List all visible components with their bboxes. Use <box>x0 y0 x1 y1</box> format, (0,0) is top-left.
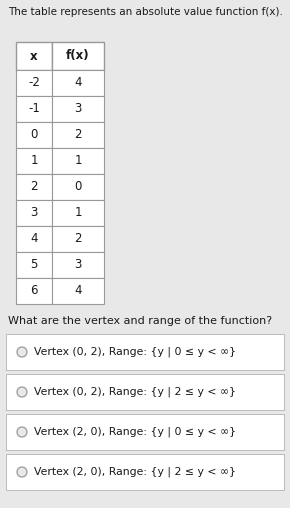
Bar <box>52 200 104 226</box>
Bar <box>52 252 104 278</box>
Circle shape <box>17 467 27 477</box>
Bar <box>16 122 52 148</box>
Text: Vertex (0, 2), Range: {y | 2 ≤ y < ∞}: Vertex (0, 2), Range: {y | 2 ≤ y < ∞} <box>34 387 236 397</box>
Text: 1: 1 <box>74 206 82 219</box>
Bar <box>16 96 52 122</box>
Circle shape <box>17 347 27 357</box>
Text: 3: 3 <box>74 259 82 271</box>
Bar <box>52 70 104 96</box>
Text: 2: 2 <box>74 129 82 142</box>
Text: -1: -1 <box>28 103 40 115</box>
Circle shape <box>17 387 27 397</box>
Bar <box>6 414 284 450</box>
Bar <box>16 200 52 226</box>
Text: 3: 3 <box>30 206 38 219</box>
Bar <box>52 174 104 200</box>
Bar <box>16 42 52 70</box>
Text: 2: 2 <box>30 180 38 194</box>
Text: Vertex (0, 2), Range: {y | 0 ≤ y < ∞}: Vertex (0, 2), Range: {y | 0 ≤ y < ∞} <box>34 347 236 357</box>
Text: 4: 4 <box>74 77 82 89</box>
Text: The table represents an absolute value function f(x).: The table represents an absolute value f… <box>8 7 283 17</box>
Bar <box>52 96 104 122</box>
Text: 5: 5 <box>30 259 38 271</box>
Bar <box>16 226 52 252</box>
Bar <box>16 70 52 96</box>
Text: 0: 0 <box>74 180 82 194</box>
Bar <box>16 252 52 278</box>
Bar <box>52 42 104 70</box>
Text: Vertex (2, 0), Range: {y | 2 ≤ y < ∞}: Vertex (2, 0), Range: {y | 2 ≤ y < ∞} <box>34 467 236 477</box>
Text: 4: 4 <box>30 233 38 245</box>
Bar <box>52 148 104 174</box>
Bar <box>52 226 104 252</box>
Text: 3: 3 <box>74 103 82 115</box>
Text: 1: 1 <box>74 154 82 168</box>
Bar <box>6 454 284 490</box>
Text: Vertex (2, 0), Range: {y | 0 ≤ y < ∞}: Vertex (2, 0), Range: {y | 0 ≤ y < ∞} <box>34 427 236 437</box>
Bar <box>52 278 104 304</box>
Bar <box>16 148 52 174</box>
Text: -2: -2 <box>28 77 40 89</box>
Bar <box>16 174 52 200</box>
Text: 2: 2 <box>74 233 82 245</box>
Bar <box>6 334 284 370</box>
Text: f(x): f(x) <box>66 49 90 62</box>
Text: 0: 0 <box>30 129 38 142</box>
Text: What are the vertex and range of the function?: What are the vertex and range of the fun… <box>8 316 272 326</box>
Text: 4: 4 <box>74 284 82 298</box>
Bar <box>52 122 104 148</box>
Text: x: x <box>30 49 38 62</box>
Text: 1: 1 <box>30 154 38 168</box>
Bar <box>16 278 52 304</box>
Circle shape <box>17 427 27 437</box>
Bar <box>6 374 284 410</box>
Text: 6: 6 <box>30 284 38 298</box>
